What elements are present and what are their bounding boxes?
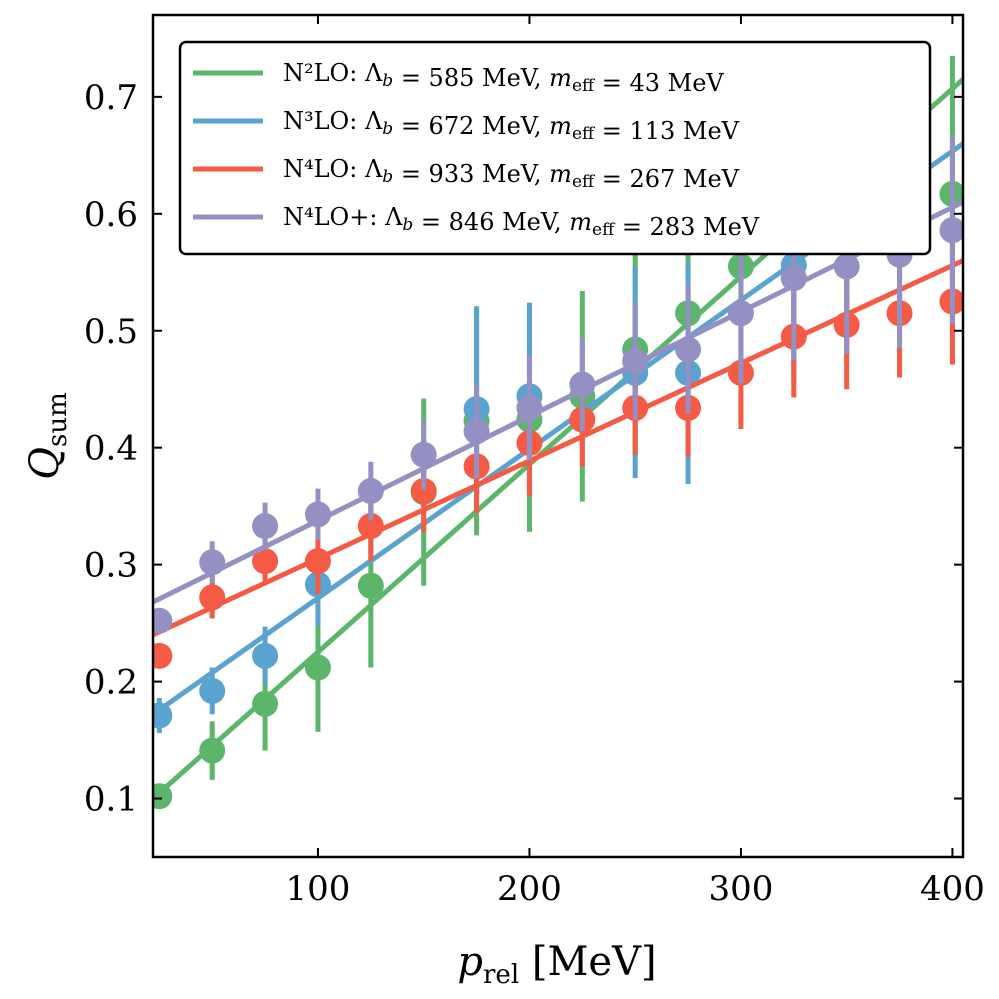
data-point — [410, 477, 437, 504]
data-point — [199, 737, 226, 764]
data-point — [153, 783, 173, 810]
data-point — [153, 642, 173, 669]
x-tick-label: 100 — [286, 869, 351, 909]
legend-label: N³LO: Λb = 672 MeV, meff = 113 MeV — [283, 107, 740, 145]
data-point — [357, 513, 384, 540]
data-point — [304, 654, 331, 681]
data-point — [622, 348, 649, 375]
legend-entry-1: N²LO: Λb = 585 MeV, meff = 43 MeV — [193, 59, 724, 97]
data-point — [199, 677, 226, 704]
series-4 — [153, 136, 963, 634]
data-point — [304, 501, 331, 528]
data-point — [463, 418, 490, 445]
y-tick-label: 0.5 — [84, 312, 138, 352]
data-point — [833, 253, 860, 280]
x-tick-label: 400 — [920, 869, 985, 909]
data-point — [252, 513, 279, 540]
plot-frame — [151, 13, 965, 859]
data-point — [727, 300, 754, 327]
data-point — [939, 217, 963, 244]
x-tick-label: 300 — [708, 869, 773, 909]
y-axis-label: Qsum — [22, 392, 73, 480]
legend-label: N⁴LO+: Λb = 846 MeV, meff = 283 MeV — [283, 203, 760, 241]
data-point — [357, 572, 384, 599]
data-point — [153, 607, 173, 634]
data-point — [304, 548, 331, 575]
data-point — [357, 477, 384, 504]
legend-frame — [178, 40, 932, 256]
x-tick-label: 200 — [497, 869, 562, 909]
data-point — [252, 690, 279, 717]
legend: N²LO: Λb = 585 MeV, meff = 43 MeV N³LO: Λ… — [178, 40, 932, 256]
tick-labels: 100 200 300 400 0.1 0.2 0.3 0.4 0.5 0.6 0.7 — [84, 78, 985, 909]
data-point — [780, 265, 807, 292]
axis-ticks — [153, 15, 963, 857]
y-tick-label: 0.1 — [84, 780, 138, 820]
fit-line — [153, 199, 963, 605]
data-point — [569, 371, 596, 398]
series-3 — [153, 238, 963, 669]
data-point — [252, 548, 279, 575]
y-tick-label: 0.3 — [84, 546, 138, 586]
y-tick-label: 0.4 — [84, 429, 138, 469]
data-point — [153, 702, 173, 729]
data-point — [252, 642, 279, 669]
data-point — [410, 441, 437, 468]
data-point — [516, 394, 543, 421]
legend-label: N⁴LO: Λb = 933 MeV, meff = 267 MeV — [283, 155, 740, 193]
legend-entry-3: N⁴LO: Λb = 933 MeV, meff = 267 MeV — [193, 155, 740, 193]
y-tick-label: 0.6 — [84, 195, 138, 235]
data-point — [675, 336, 702, 363]
y-tick-label: 0.7 — [84, 78, 138, 118]
legend-entry-2: N³LO: Λb = 672 MeV, meff = 113 MeV — [193, 107, 740, 145]
fit-line — [153, 258, 963, 638]
x-axis-label: prel [MeV] — [457, 939, 656, 990]
data-point — [199, 584, 226, 611]
legend-entry-4: N⁴LO+: Λb = 846 MeV, meff = 283 MeV — [193, 203, 760, 241]
data-point — [199, 549, 226, 576]
y-tick-label: 0.2 — [84, 663, 138, 703]
legend-label: N²LO: Λb = 585 MeV, meff = 43 MeV — [283, 59, 724, 97]
